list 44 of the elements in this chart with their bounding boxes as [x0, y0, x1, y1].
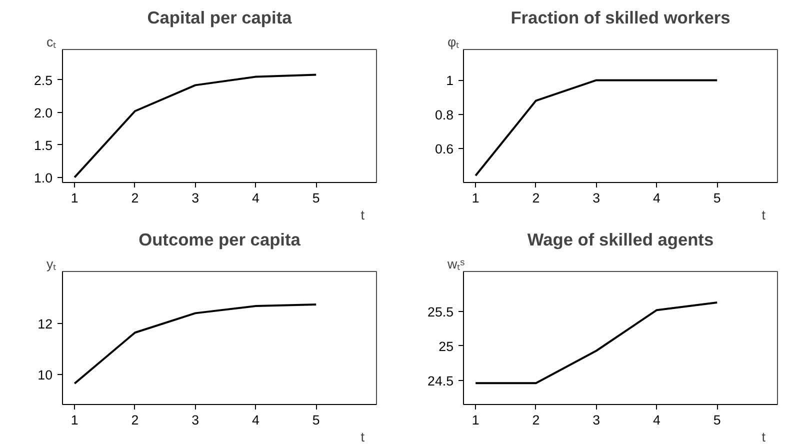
- y-axis-title: wₜˢ: [446, 256, 466, 272]
- x-tick-label: 4: [653, 190, 662, 206]
- x-axis-title: t: [360, 430, 365, 444]
- x-tick-label: 4: [252, 190, 260, 206]
- x-tick-label: 3: [192, 190, 200, 206]
- y-tick-label: 24.5: [428, 373, 454, 388]
- y-tick-label: 1: [446, 73, 454, 88]
- y-tick-label: 25: [438, 338, 454, 354]
- y-tick-label: 0.6: [434, 141, 454, 156]
- x-tick-label: 4: [252, 412, 260, 428]
- y-tick-label: 10: [38, 368, 53, 383]
- chart-title: Wage of skilled agents: [527, 230, 714, 250]
- x-tick-label: 5: [312, 190, 320, 206]
- y-tick-label: 0.8: [434, 107, 454, 122]
- chart-title: Outcome per capita: [138, 230, 301, 250]
- y-tick-label: 2.5: [34, 72, 53, 88]
- x-axis-title: t: [762, 208, 766, 222]
- x-tick-label: 1: [70, 190, 78, 206]
- x-tick-label: 1: [472, 412, 480, 428]
- x-tick-label: 2: [532, 190, 540, 206]
- y-tick-label: 25.5: [428, 304, 454, 320]
- x-tick-label: 1: [472, 190, 480, 206]
- x-tick-label: 3: [592, 190, 600, 206]
- x-axis-title: t: [360, 208, 365, 222]
- y-tick-label: 1.5: [34, 138, 53, 153]
- x-tick-label: 5: [713, 190, 721, 206]
- y-tick-label: 12: [38, 316, 53, 332]
- x-tick-label: 5: [713, 412, 721, 428]
- y-tick-label: 1.0: [34, 170, 53, 186]
- x-tick-label: 2: [131, 412, 139, 428]
- x-tick-label: 5: [312, 412, 320, 428]
- x-tick-label: 2: [532, 412, 540, 428]
- x-tick-label: 1: [70, 412, 78, 428]
- x-tick-label: 3: [592, 412, 600, 428]
- x-tick-label: 2: [131, 190, 139, 206]
- x-tick-label: 3: [192, 412, 200, 428]
- y-axis-title: yₜ: [46, 256, 56, 272]
- y-axis-title: cₜ: [46, 34, 56, 50]
- y-tick-label: 2.0: [34, 105, 53, 120]
- x-tick-label: 4: [653, 412, 662, 428]
- chart-title: Capital per capita: [147, 8, 292, 28]
- x-axis-title: t: [762, 430, 766, 444]
- chart-title: Fraction of skilled workers: [510, 8, 730, 28]
- y-axis-title: φₜ: [448, 34, 460, 50]
